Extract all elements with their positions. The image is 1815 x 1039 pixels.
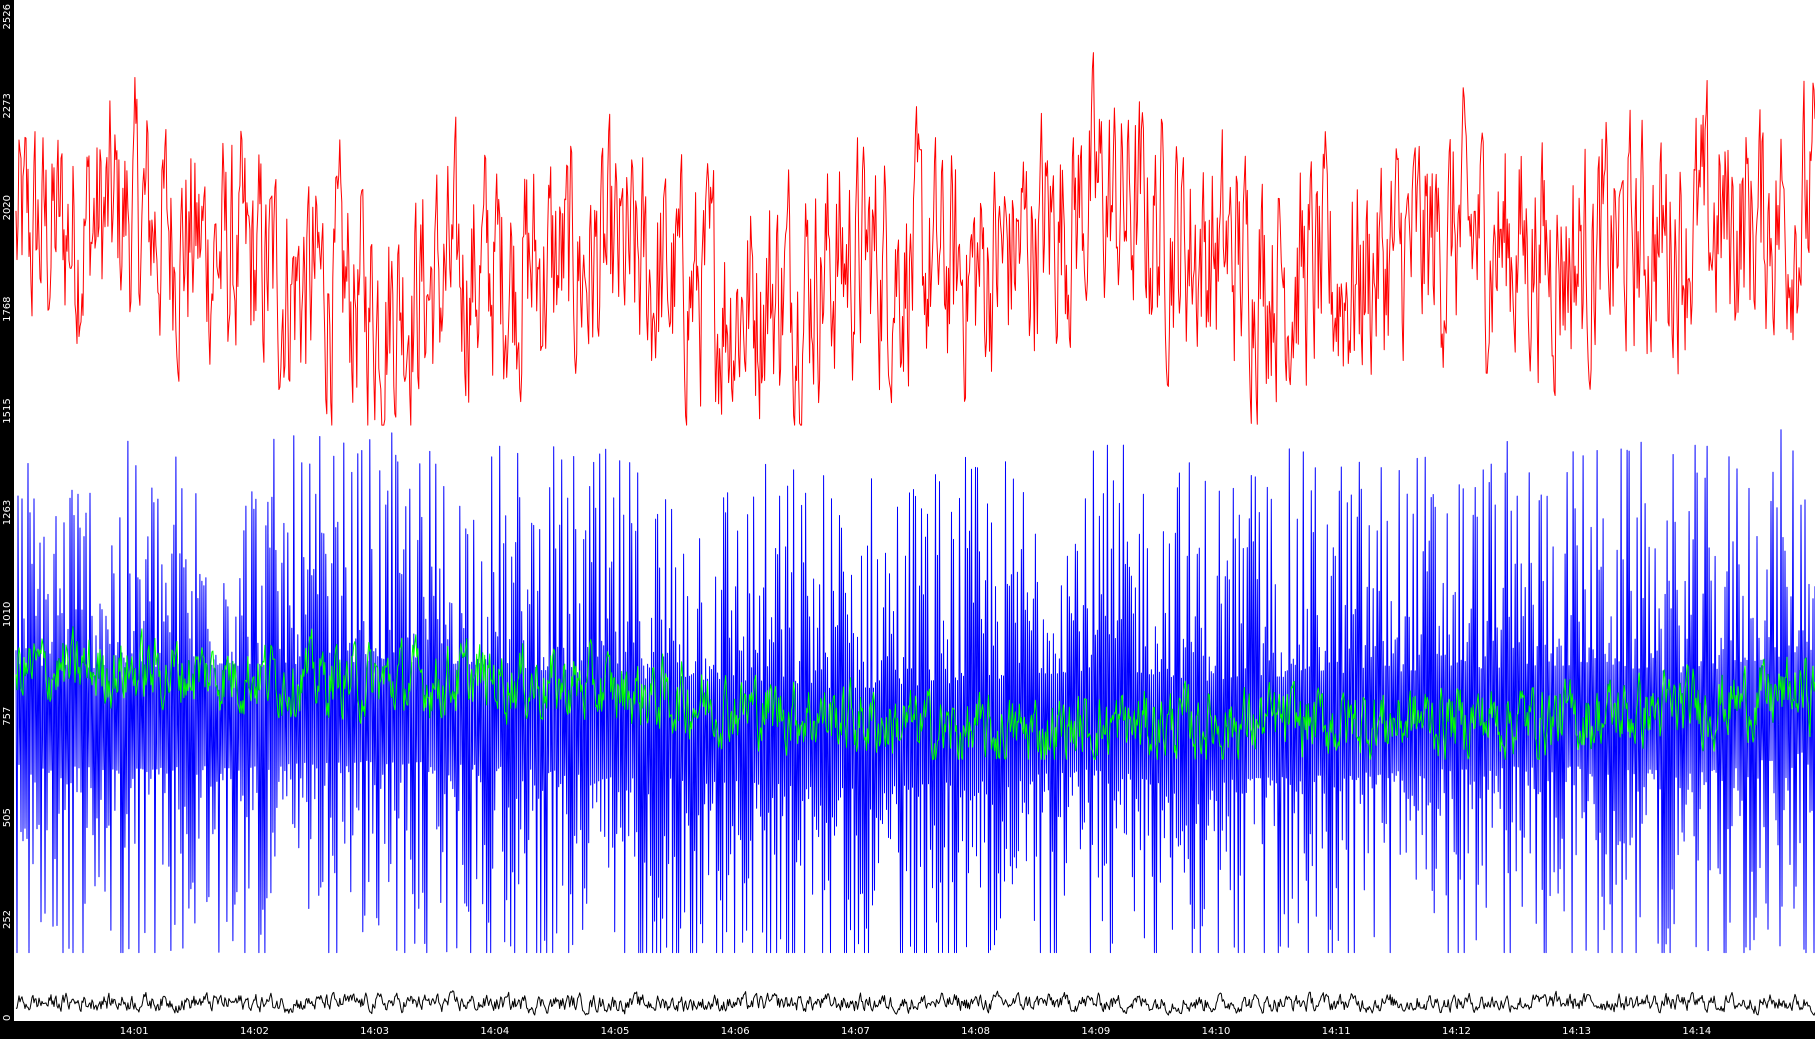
x-tick-label: 14:09 [1081, 1026, 1110, 1037]
y-tick-label: 757 [2, 707, 13, 726]
x-tick-label: 14:03 [360, 1026, 389, 1037]
y-tick-label: 1010 [2, 602, 13, 627]
series-line-2 [15, 429, 1815, 954]
y-tick-label: 505 [2, 808, 13, 827]
x-tick-label: 14:06 [721, 1026, 750, 1037]
series-line-4 [15, 990, 1815, 1016]
series-layer [15, 52, 1815, 1016]
series-line-1 [15, 52, 1815, 426]
x-tick-label: 14:08 [961, 1026, 990, 1037]
x-tick-label: 14:12 [1442, 1026, 1471, 1037]
x-axis-bar [0, 1021, 1815, 1039]
x-tick-label: 14:04 [480, 1026, 509, 1037]
y-tick-label: 2020 [2, 195, 13, 220]
y-tick-label: 0 [2, 1015, 13, 1021]
y-tick-label: 1515 [2, 398, 13, 423]
x-tick-label: 14:07 [841, 1026, 870, 1037]
x-tick-label: 14:10 [1202, 1026, 1231, 1037]
x-tick-labels: 14:01 14:02 14:03 14:04 14:05 14:06 14:07 14:08… [120, 1026, 1711, 1037]
x-tick-label: 14:01 [120, 1026, 149, 1037]
x-tick-label: 14:13 [1562, 1026, 1591, 1037]
x-tick-label: 14:11 [1322, 1026, 1351, 1037]
x-tick-label: 14:05 [601, 1026, 630, 1037]
y-axis-bar [0, 0, 14, 1021]
y-tick-label: 1768 [2, 296, 13, 321]
series-line-3 [15, 626, 1815, 760]
y-tick-label: 1263 [2, 500, 13, 525]
y-tick-label: 2273 [2, 93, 13, 118]
y-tick-label: 252 [2, 910, 13, 929]
x-tick-label: 14:02 [240, 1026, 269, 1037]
x-tick-label: 14:14 [1682, 1026, 1711, 1037]
y-tick-label: 2526 [2, 4, 13, 29]
y-tick-labels: 0 252 505 757 1010 1263 1515 1768 2020 2273 2526 [2, 4, 13, 1021]
